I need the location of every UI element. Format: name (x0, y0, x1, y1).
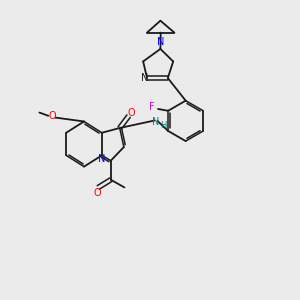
Text: H: H (160, 121, 167, 130)
Text: N: N (152, 117, 160, 127)
Text: N: N (157, 38, 164, 47)
Text: N: N (141, 73, 148, 83)
Text: F: F (149, 102, 155, 112)
Text: O: O (94, 188, 101, 198)
Text: O: O (48, 111, 56, 122)
Text: O: O (128, 108, 135, 118)
Text: N: N (98, 154, 106, 164)
